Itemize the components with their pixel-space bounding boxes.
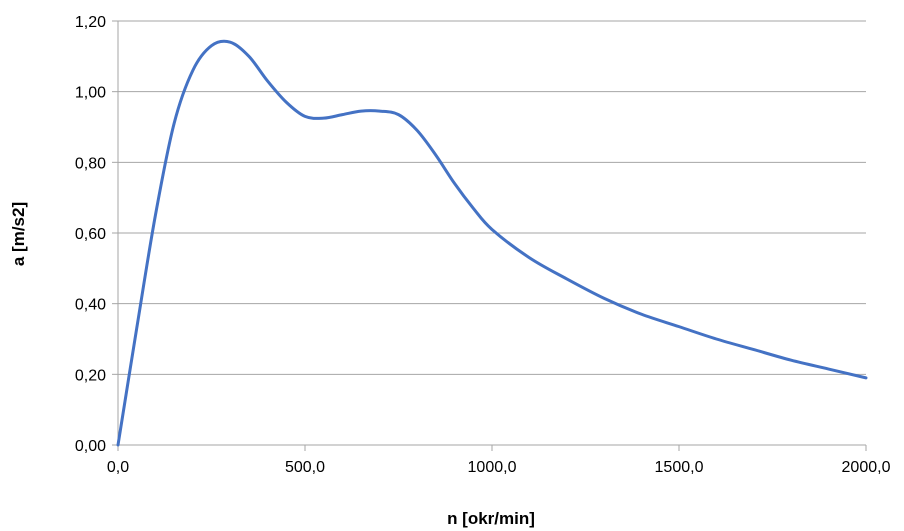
y-tick-label: 0,40 [75, 297, 106, 314]
x-tick-label: 1500,0 [655, 459, 704, 476]
y-axis-title: a [m/s2] [9, 202, 28, 266]
y-tick-label: 1,20 [75, 14, 106, 31]
y-tick-labels: 0,00 0,20 0,40 0,60 0,80 1,00 1,20 [75, 14, 106, 455]
y-tick-label: 1,00 [75, 85, 106, 102]
x-tick-label: 1000,0 [468, 459, 517, 476]
x-axis-title: n [okr/min] [447, 509, 535, 528]
x-tick-label: 2000,0 [842, 459, 891, 476]
x-tick-label: 500,0 [285, 459, 325, 476]
x-tick-labels: 0,0 500,0 1000,0 1500,0 2000,0 [107, 459, 891, 476]
y-tick-label: 0,20 [75, 367, 106, 384]
y-tick-label: 0,60 [75, 226, 106, 243]
y-tick-label: 0,80 [75, 155, 106, 172]
axes [112, 20, 867, 451]
y-tick-label: 0,00 [75, 438, 106, 455]
x-tick-label: 0,0 [107, 459, 129, 476]
series-line [116, 39, 868, 447]
series-group [116, 39, 868, 447]
gridlines [118, 20, 866, 375]
